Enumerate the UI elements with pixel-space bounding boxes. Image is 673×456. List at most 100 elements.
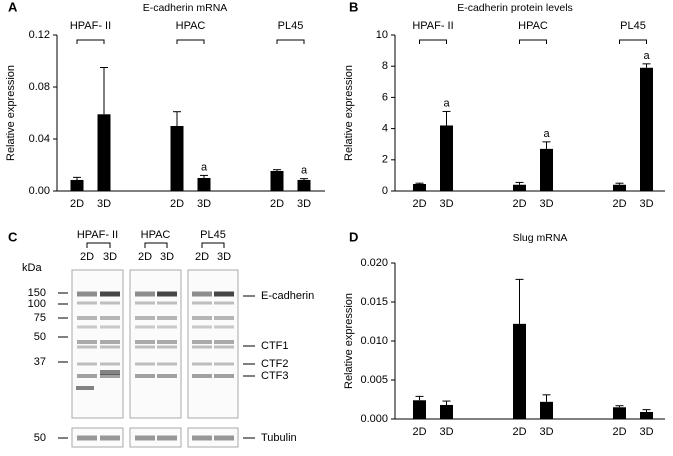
- blot-band: [214, 435, 234, 441]
- y-tick-label: 6: [382, 91, 388, 103]
- lane-label: 2D: [195, 251, 209, 263]
- blot-strip: [187, 427, 239, 448]
- bar: [440, 125, 453, 191]
- blot-band: [192, 345, 212, 349]
- group-bracket: [144, 242, 168, 248]
- bar: [640, 67, 653, 191]
- blot-band: [214, 362, 234, 366]
- blot-band: [135, 345, 155, 349]
- y-tick-label: 0.04: [29, 133, 50, 145]
- x-tick-label: 2D: [512, 426, 526, 438]
- blot-band: [214, 345, 234, 349]
- group-label: HPAF- II: [412, 20, 453, 32]
- blot-band: [192, 301, 212, 305]
- blot-band: [192, 316, 212, 320]
- group-bracket: [519, 39, 547, 44]
- panel-label: D: [349, 229, 358, 244]
- blot-strip: [71, 427, 124, 448]
- lane-label: 2D: [138, 251, 152, 263]
- blot-band: [77, 362, 97, 366]
- blot-band: [192, 435, 212, 441]
- x-tick-label: 2D: [412, 198, 426, 210]
- y-axis-label: Relative expression: [343, 65, 355, 161]
- band-label: E-cadherin: [261, 290, 314, 302]
- blot-band: [214, 291, 234, 297]
- blot-band: [100, 435, 120, 441]
- y-tick-label: 0: [382, 185, 388, 197]
- x-tick-label: 3D: [297, 198, 311, 210]
- x-tick-label: 3D: [197, 198, 211, 210]
- x-tick-label: 2D: [270, 198, 284, 210]
- group-label: HPAF- II: [70, 20, 111, 32]
- y-tick-label: 0.005: [360, 374, 388, 386]
- blot-band: [157, 435, 177, 441]
- blot-band: [135, 435, 155, 441]
- marker-label: 50: [34, 432, 46, 444]
- bar: [70, 179, 84, 191]
- blot-band: [192, 291, 212, 297]
- x-tick-label: 2D: [512, 198, 526, 210]
- x-tick-label: 2D: [170, 198, 184, 210]
- annotation: a: [643, 50, 650, 62]
- blot-band: [77, 291, 97, 297]
- bar: [440, 404, 453, 419]
- blot-band: [135, 362, 155, 366]
- blot-band: [157, 291, 177, 297]
- blot-band: [157, 345, 177, 349]
- blot-band: [214, 301, 234, 305]
- blot-band: [135, 291, 155, 297]
- blot-band: [192, 362, 212, 366]
- group-bracket: [619, 39, 647, 44]
- blot-band: [77, 301, 97, 305]
- group-bracket: [419, 39, 447, 44]
- panel-label: C: [8, 229, 18, 244]
- x-tick-label: 2D: [70, 198, 84, 210]
- y-tick-label: 4: [382, 123, 388, 135]
- chart-title: E-cadherin mRNA: [143, 2, 228, 14]
- bar: [413, 400, 426, 419]
- blot-band: [157, 374, 177, 378]
- group-label: HPAC: [518, 20, 548, 32]
- blot-band: [77, 325, 97, 329]
- group-label: PL45: [278, 20, 304, 32]
- y-tick-label: 2: [382, 154, 388, 166]
- blot-band: [192, 325, 212, 329]
- panel-label: B: [349, 0, 358, 14]
- y-tick-label: 0.12: [29, 29, 50, 41]
- x-tick-label: 3D: [97, 198, 111, 210]
- bar: [613, 407, 626, 419]
- lane-label: 3D: [103, 251, 117, 263]
- bar: [97, 114, 111, 191]
- blot-band: [214, 325, 234, 329]
- chart-title: E-cadherin protein levels: [457, 2, 573, 14]
- band-label: CTF1: [261, 340, 289, 352]
- chart-title: Slug mRNA: [513, 232, 568, 244]
- blot-band: [192, 374, 212, 378]
- y-tick-label: 0.010: [360, 335, 388, 347]
- blot-band: [214, 316, 234, 320]
- blot-band: [135, 316, 155, 320]
- annotation: a: [543, 128, 550, 140]
- band-label: CTF2: [261, 358, 289, 370]
- bar: [640, 411, 653, 419]
- group-label: HPAC: [176, 20, 206, 32]
- bar: [540, 148, 553, 191]
- blot-band: [100, 291, 120, 297]
- blot-band: [157, 316, 177, 320]
- x-tick-label: 3D: [639, 426, 653, 438]
- blot-band: [157, 362, 177, 366]
- group-label: HPAF- II: [77, 229, 118, 241]
- y-tick-label: 0.000: [360, 413, 388, 425]
- blot-band: [77, 374, 97, 378]
- marker-label: 50: [34, 331, 46, 343]
- blot-band: [135, 301, 155, 305]
- group-bracket: [201, 242, 225, 248]
- blot-band: [76, 386, 94, 390]
- blot-band: [77, 316, 97, 320]
- blot-band: [100, 345, 120, 349]
- blot-band: [100, 325, 120, 329]
- blot-band: [157, 325, 177, 329]
- blot-band: [214, 374, 234, 378]
- group-bracket: [176, 39, 205, 44]
- x-tick-label: 3D: [539, 198, 553, 210]
